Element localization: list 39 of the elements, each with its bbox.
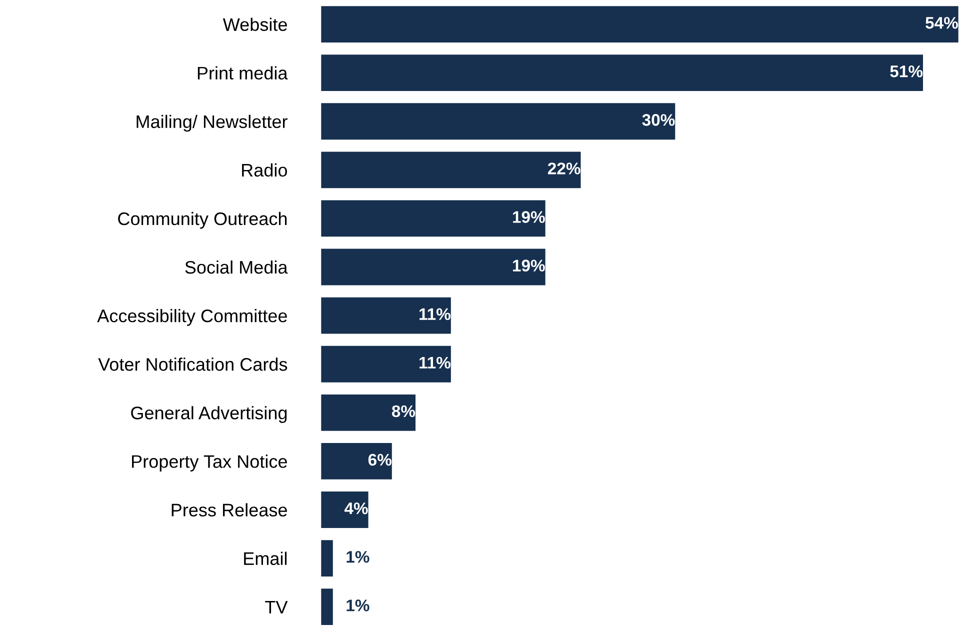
data-label: 19% [513, 211, 545, 223]
data-label: 54% [926, 16, 958, 29]
data-label: 1% [346, 600, 370, 612]
y-tick-label: TV [265, 600, 288, 614]
data-label: 11% [420, 308, 450, 320]
y-tick-label: Mailing/ Newsletter [136, 114, 288, 132]
data-label: 30% [642, 114, 675, 126]
bar [321, 394, 416, 431]
y-tick-label: Print media [198, 66, 288, 80]
data-label: 19% [513, 260, 545, 272]
bar [321, 200, 546, 237]
y-tick-label: Press Release [172, 503, 287, 516]
data-label: 4% [344, 502, 368, 514]
data-label: 1% [346, 551, 370, 563]
bar [321, 297, 451, 334]
y-tick-label: Website [222, 18, 287, 31]
y-tick-label: Accessibility Committee [97, 309, 287, 326]
y-tick-label: Email [244, 552, 287, 566]
bar [321, 443, 392, 480]
data-label: 51% [890, 66, 923, 78]
y-tick-label: Community Outreach [118, 212, 287, 229]
data-label: 8% [392, 405, 416, 418]
bar [321, 346, 451, 382]
bar [321, 588, 333, 626]
bar [321, 103, 676, 140]
data-label: 11% [420, 356, 450, 369]
data-label: 22% [548, 162, 580, 174]
y-tick-label: Voter Notification Cards [98, 358, 288, 371]
y-tick-label: Radio [242, 163, 287, 177]
bar [321, 6, 958, 42]
bar [321, 248, 546, 286]
bar [321, 54, 923, 92]
bar [321, 152, 581, 188]
y-tick-label: Property Tax Notice [132, 454, 287, 472]
bar [321, 492, 368, 528]
bar [321, 540, 333, 577]
y-tick-label: Social Media [185, 260, 288, 274]
data-label: 6% [368, 454, 392, 466]
y-tick-label: General Advertising [131, 406, 287, 423]
